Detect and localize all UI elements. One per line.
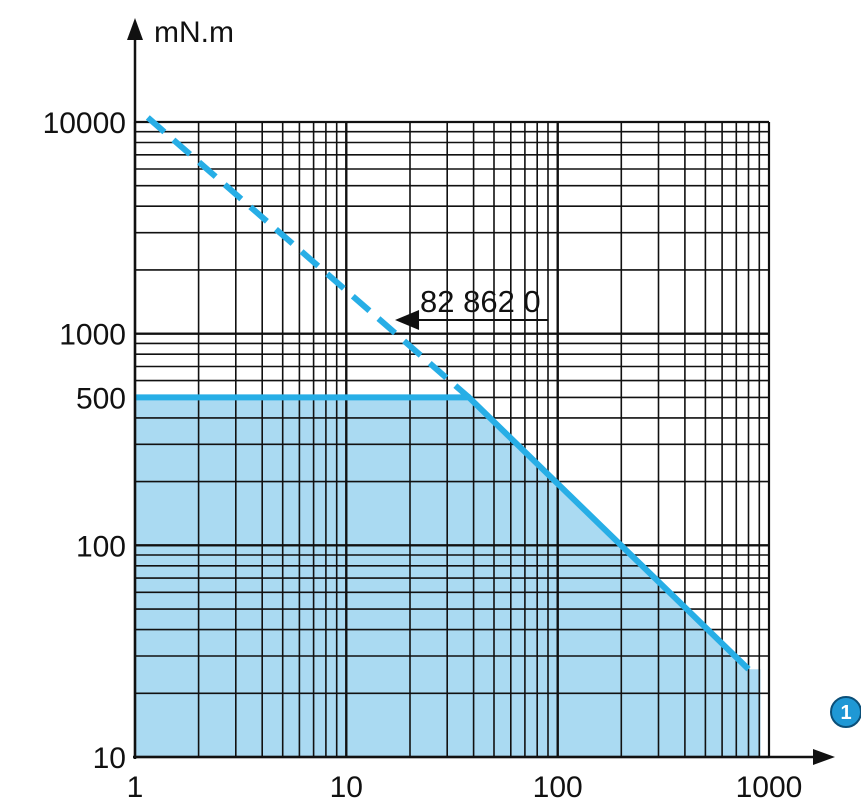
y-tick-label: 10 <box>93 742 126 775</box>
dashed-series-line <box>145 115 471 400</box>
annotation-label: 82 862 0 <box>420 284 541 319</box>
y-tick-label: 100 <box>76 530 126 563</box>
y-axis-arrow <box>127 18 143 40</box>
y-unit-label: mN.m <box>154 16 234 49</box>
x-axis-badge <box>830 696 861 728</box>
annotation-arrow-head <box>395 310 420 330</box>
annotation: 82 862 0 1 <box>395 284 861 728</box>
x-tick-label: 1 <box>127 771 144 804</box>
x-axis-arrow <box>813 749 835 765</box>
x-axis-badge-label: 1 <box>840 702 851 724</box>
x-tick-label: 100 <box>533 771 583 804</box>
x-tick-label: 10 <box>330 771 363 804</box>
y-tick-label: 500 <box>76 382 126 415</box>
series-layer <box>135 115 751 672</box>
y-tick-label: 1000 <box>59 319 126 352</box>
x-tick-label: 1000 <box>736 771 803 804</box>
y-tick-label: 10000 <box>43 107 126 140</box>
solid-series-line <box>135 394 751 672</box>
grid <box>133 120 771 759</box>
